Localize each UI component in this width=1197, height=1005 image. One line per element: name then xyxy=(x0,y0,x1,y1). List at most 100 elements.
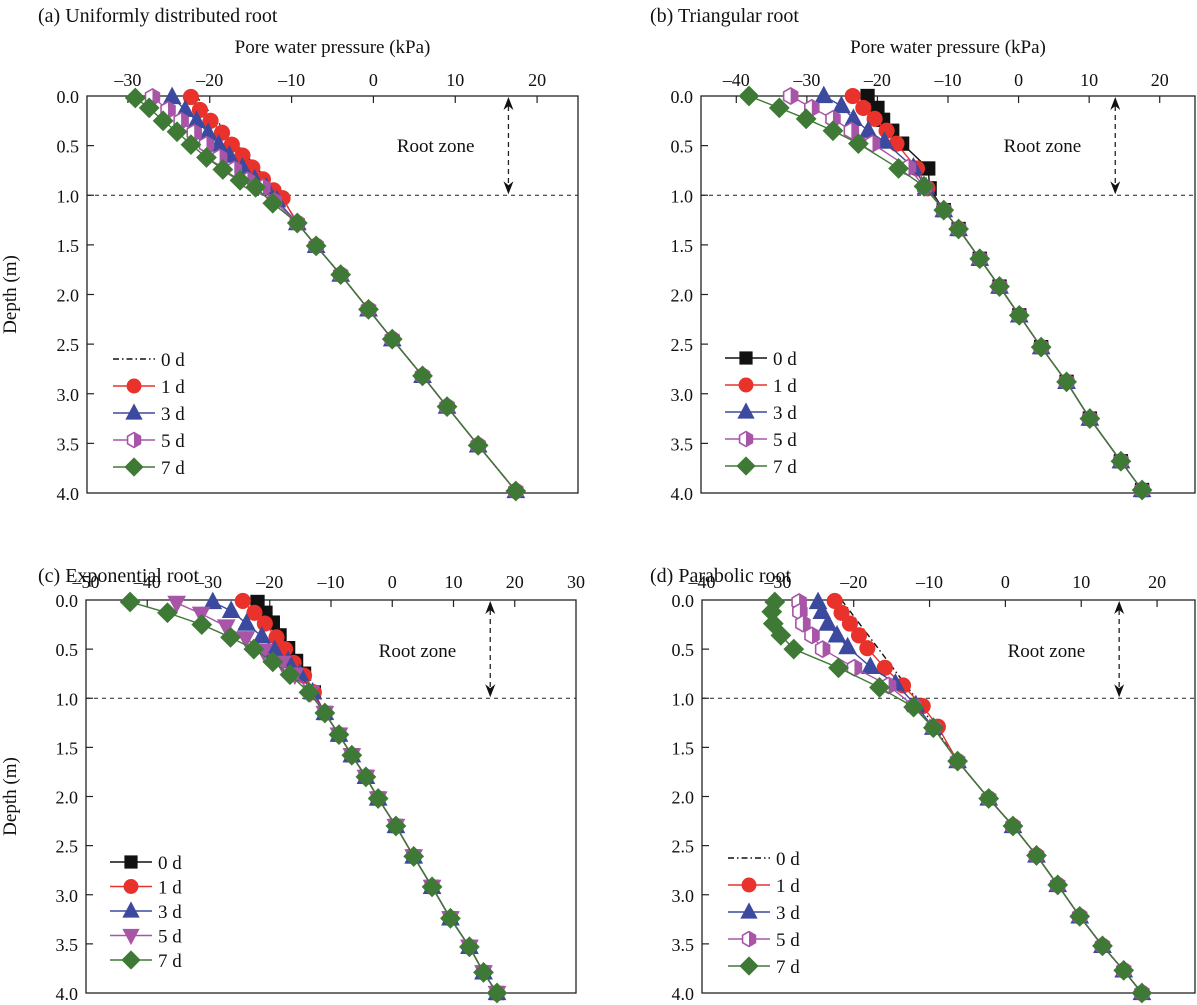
data-point xyxy=(367,788,389,809)
data-point xyxy=(119,591,141,613)
panel-c: (c) Exponential root Depth (m) –50 –40 –30 –2… xyxy=(0,565,585,1004)
legend-label: 7 d xyxy=(161,458,185,479)
data-point xyxy=(1002,815,1024,837)
legend-marker xyxy=(739,351,753,365)
legend-label: 7 d xyxy=(773,457,797,478)
data-point xyxy=(124,87,146,109)
x-tick-label: –40 xyxy=(688,572,716,592)
data-point xyxy=(795,108,817,130)
data-point xyxy=(814,85,834,104)
y-tick-label: 1.0 xyxy=(672,689,695,709)
y-tick-label: 1.0 xyxy=(671,186,694,206)
data-point xyxy=(860,88,875,104)
data-point xyxy=(855,99,872,116)
legend-label: 5 d xyxy=(776,930,800,951)
data-point xyxy=(355,766,377,788)
y-tick-label: 2.5 xyxy=(56,837,79,857)
legend-marker xyxy=(121,950,141,970)
arrow-down-icon xyxy=(485,684,496,698)
data-point xyxy=(486,982,508,1004)
data-point xyxy=(162,86,182,105)
arrow-up-icon xyxy=(1114,601,1125,614)
x-tick-label: –20 xyxy=(255,572,283,592)
data-point xyxy=(246,604,263,621)
data-point xyxy=(440,907,461,929)
data-point xyxy=(1110,450,1132,472)
data-point xyxy=(268,629,285,646)
data-point xyxy=(782,87,799,105)
legend-marker xyxy=(122,928,140,946)
legend-marker xyxy=(738,430,754,448)
data-point xyxy=(187,110,207,128)
x-tick-label: –10 xyxy=(934,70,962,90)
legend-label: 0 d xyxy=(161,350,185,371)
data-point xyxy=(947,750,969,772)
y-tick-label: 0.0 xyxy=(671,87,694,107)
legend-marker xyxy=(124,457,144,477)
x-tick-label: –50 xyxy=(72,572,100,592)
panel-b: (b) Triangular root Pore water pressure (… xyxy=(650,5,1196,504)
y-tick-label: 3.5 xyxy=(671,434,694,454)
x-tick-label: 0 xyxy=(369,70,378,90)
series-5d xyxy=(791,592,1150,1002)
x-tick-label: –30 xyxy=(763,572,791,592)
arrow-down-icon xyxy=(1110,181,1121,195)
y-tick-label: 4.0 xyxy=(671,484,694,504)
data-point xyxy=(847,133,869,155)
data-point xyxy=(279,664,301,686)
x-tick-label: 0 xyxy=(388,572,397,592)
data-point xyxy=(358,298,379,320)
y-tick-label: 2.5 xyxy=(671,335,694,355)
legend-label: 5 d xyxy=(158,927,182,948)
x-tick-label: –10 xyxy=(317,572,345,592)
data-point xyxy=(234,147,251,164)
data-point xyxy=(252,625,272,644)
y-tick-label: 4.0 xyxy=(56,984,79,1004)
y-tick-label: 3.5 xyxy=(57,434,80,454)
root-zone-label: Root zone xyxy=(1004,136,1082,157)
data-point xyxy=(421,876,443,898)
data-point xyxy=(866,110,883,127)
data-point xyxy=(229,169,251,191)
y-tick-label: 1.5 xyxy=(56,738,79,758)
series-line xyxy=(748,95,1143,491)
y-tick-label: 0.5 xyxy=(672,640,695,660)
legend-label: 7 d xyxy=(776,957,800,978)
legend-label: 1 d xyxy=(161,377,185,398)
data-point xyxy=(243,638,265,660)
x-tick-label: –10 xyxy=(915,572,943,592)
data-point xyxy=(841,615,858,632)
legend: 0 d 1 d 3 d 5 d 7 d xyxy=(728,849,800,978)
data-point xyxy=(245,176,266,198)
data-point xyxy=(328,724,350,746)
root-zone-label: Root zone xyxy=(397,136,475,157)
x-tick-label: –10 xyxy=(277,70,305,90)
data-point xyxy=(341,744,363,766)
legend-label: 3 d xyxy=(773,403,797,424)
series-7d xyxy=(119,591,508,1004)
data-point xyxy=(913,175,935,197)
x-axis-label: Pore water pressure (kPa) xyxy=(235,37,431,58)
series-line xyxy=(771,601,1143,994)
y-tick-label: 3.5 xyxy=(56,935,79,955)
panel-a: (a) Uniformly distributed root Pore water… xyxy=(0,5,579,504)
data-point xyxy=(858,120,878,138)
data-point xyxy=(876,659,893,676)
x-tick-label: 20 xyxy=(506,572,524,592)
y-tick-label: 0.0 xyxy=(672,591,695,611)
y-tick-label: 0.5 xyxy=(57,137,80,157)
data-point xyxy=(969,248,991,270)
x-tick-label: 10 xyxy=(1080,70,1098,90)
data-point xyxy=(828,657,849,679)
series-line xyxy=(823,95,1143,491)
data-point xyxy=(1030,336,1052,358)
y-tick-label: 4.0 xyxy=(672,984,695,1004)
data-point xyxy=(827,624,847,643)
y-tick-label: 0.0 xyxy=(57,87,80,107)
legend-marker xyxy=(740,902,758,919)
data-point xyxy=(844,87,861,105)
x-tick-label: 20 xyxy=(1151,70,1169,90)
data-point xyxy=(412,365,433,387)
data-point xyxy=(770,624,792,646)
y-tick-label: 3.0 xyxy=(56,886,79,906)
